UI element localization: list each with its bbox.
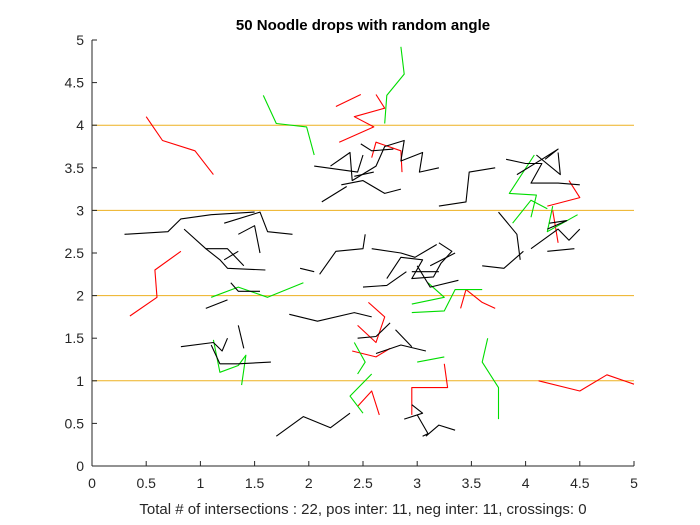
noodle-line <box>482 250 524 269</box>
noodle-line <box>375 344 427 355</box>
x-tick-label: 4.5 <box>570 475 590 491</box>
x-tick-label: 1.5 <box>245 475 265 491</box>
noodle-line <box>129 250 182 317</box>
x-tick-label: 2.5 <box>353 475 373 491</box>
noodle-line <box>262 95 315 156</box>
y-tick-label: 2.5 <box>65 245 85 261</box>
x-tick-label: 4 <box>522 475 530 491</box>
x-tick-label: 2 <box>305 475 313 491</box>
noodle-line <box>508 154 537 218</box>
noodle-line <box>438 167 496 207</box>
x-axis-label: Total # of intersections : 22, pos inter… <box>139 501 586 518</box>
noodle-line <box>547 248 575 252</box>
noodle-line <box>205 299 228 309</box>
noodle-line <box>330 139 440 182</box>
noodle-line <box>357 322 391 339</box>
x-tick-label: 1 <box>197 475 205 491</box>
noodle-line <box>512 199 548 224</box>
noodle-line <box>237 325 245 349</box>
y-tick-label: 3.5 <box>65 160 85 176</box>
noodle-line <box>362 271 407 288</box>
noodle-line <box>205 248 266 271</box>
noodle-line <box>354 171 374 177</box>
noodle-line <box>411 363 449 415</box>
y-tick-label: 1.5 <box>65 330 85 346</box>
noodle-line <box>289 312 372 322</box>
reference-lines <box>92 124 634 382</box>
noodle-line <box>416 414 429 437</box>
x-tick-label: 5 <box>630 475 638 491</box>
noodle-line <box>321 186 347 203</box>
noodle-line <box>335 94 362 107</box>
y-axis-ticks: 0 0.5 1 1.5 2 2.5 3 3.5 4 4.5 5 <box>65 32 97 474</box>
noodle-line <box>319 234 366 275</box>
noodle-line <box>230 282 260 292</box>
noodle-series <box>124 46 635 437</box>
chart-title: 50 Noodle drops with random angle <box>236 17 490 34</box>
noodle-line <box>460 289 496 309</box>
noodle-line <box>384 46 405 124</box>
noodle-line <box>341 180 402 194</box>
noodle-line <box>536 152 561 176</box>
noodle-line <box>498 211 521 260</box>
x-tick-label: 0 <box>88 475 96 491</box>
x-tick-label: 0.5 <box>136 475 156 491</box>
noodle-line <box>411 282 445 305</box>
noodle-line <box>211 282 304 298</box>
noodle-line <box>353 342 366 375</box>
noodle-line <box>238 225 261 254</box>
y-tick-label: 4.5 <box>65 75 85 91</box>
y-tick-label: 0.5 <box>65 415 85 431</box>
noodle-line <box>180 337 229 352</box>
noodle-line <box>357 390 380 416</box>
noodle-line <box>425 424 456 437</box>
x-tick-label: 3.5 <box>462 475 482 491</box>
noodle-line <box>183 228 245 267</box>
noodle-line <box>299 267 315 273</box>
noodle-line <box>417 356 445 363</box>
noodle-line <box>416 265 459 288</box>
noodle-line <box>275 412 351 437</box>
noodle-line <box>547 220 568 230</box>
noodle-line <box>124 211 255 235</box>
x-tick-label: 3 <box>413 475 421 491</box>
noodle-line <box>349 373 373 414</box>
y-tick-label: 0 <box>76 458 84 474</box>
noodle-line <box>357 301 386 344</box>
noodle-line <box>516 148 559 176</box>
noodle-line <box>386 242 453 280</box>
noodle-line <box>314 154 364 173</box>
noodle-line <box>371 141 403 173</box>
y-tick-label: 5 <box>76 32 84 48</box>
noodle-line <box>395 329 413 348</box>
plot-area <box>92 40 634 466</box>
noodle-line <box>505 158 580 186</box>
noodle-line <box>481 338 500 420</box>
x-axis-ticks: 0 0.5 1 1.5 2 2.5 3 3.5 4 4.5 5 <box>88 461 638 491</box>
noodle-line <box>145 116 214 175</box>
y-tick-label: 4 <box>76 117 84 133</box>
noodle-line <box>546 205 578 233</box>
noodle-line <box>360 143 394 152</box>
noodle-line <box>404 404 424 420</box>
noodle-line <box>411 289 483 314</box>
noodle-line <box>338 94 386 143</box>
y-tick-label: 2 <box>76 288 84 304</box>
y-tick-label: 3 <box>76 202 84 218</box>
noodle-line <box>371 244 437 258</box>
noodle-line <box>223 250 239 261</box>
noodle-line <box>547 180 581 207</box>
y-tick-label: 1 <box>76 373 84 389</box>
noodle-line <box>212 339 247 386</box>
noodle-line <box>210 344 271 365</box>
noodle-line <box>530 228 581 250</box>
noodle-line <box>429 252 456 267</box>
noodle-line <box>538 374 635 392</box>
noodle-line <box>224 211 293 235</box>
